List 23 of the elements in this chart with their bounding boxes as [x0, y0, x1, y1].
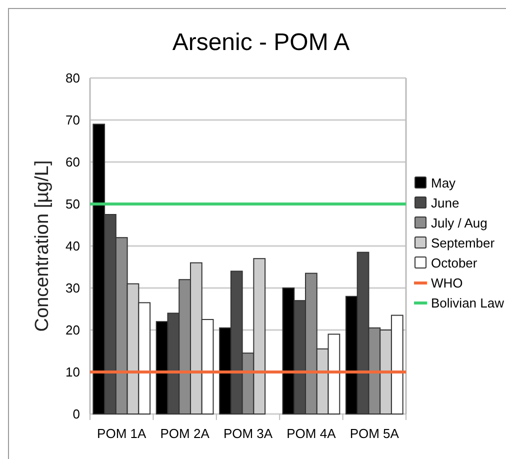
- x-tick-label: POM 4A: [286, 426, 336, 441]
- legend-label: Bolivian Law: [431, 296, 505, 311]
- legend-label: July / Aug: [431, 216, 488, 231]
- x-tick-label: POM 3A: [223, 426, 273, 441]
- legend-label: May: [431, 176, 456, 191]
- y-tick-label: 30: [66, 280, 80, 296]
- y-tick-label: 80: [66, 70, 80, 86]
- y-tick-label: 10: [66, 364, 80, 380]
- legend-label: October: [431, 256, 478, 271]
- legend-label: September: [431, 236, 496, 251]
- y-tick-label: 50: [66, 196, 80, 212]
- y-tick-label: 20: [66, 322, 80, 338]
- y-tick-label: 60: [66, 154, 80, 170]
- y-axis-title: Concentration [µg/L]: [32, 160, 53, 332]
- chart-title: Arsenic - POM A: [172, 29, 350, 56]
- x-tick-label: POM 2A: [160, 426, 210, 441]
- y-tick-label: 0: [72, 406, 80, 422]
- x-tick-label: POM 1A: [97, 426, 146, 441]
- x-tick-label: POM 5A: [350, 426, 400, 441]
- y-tick-label: 70: [66, 112, 80, 128]
- legend-label: June: [431, 196, 460, 211]
- y-tick-label: 40: [66, 238, 80, 254]
- legend-label: WHO: [431, 276, 463, 291]
